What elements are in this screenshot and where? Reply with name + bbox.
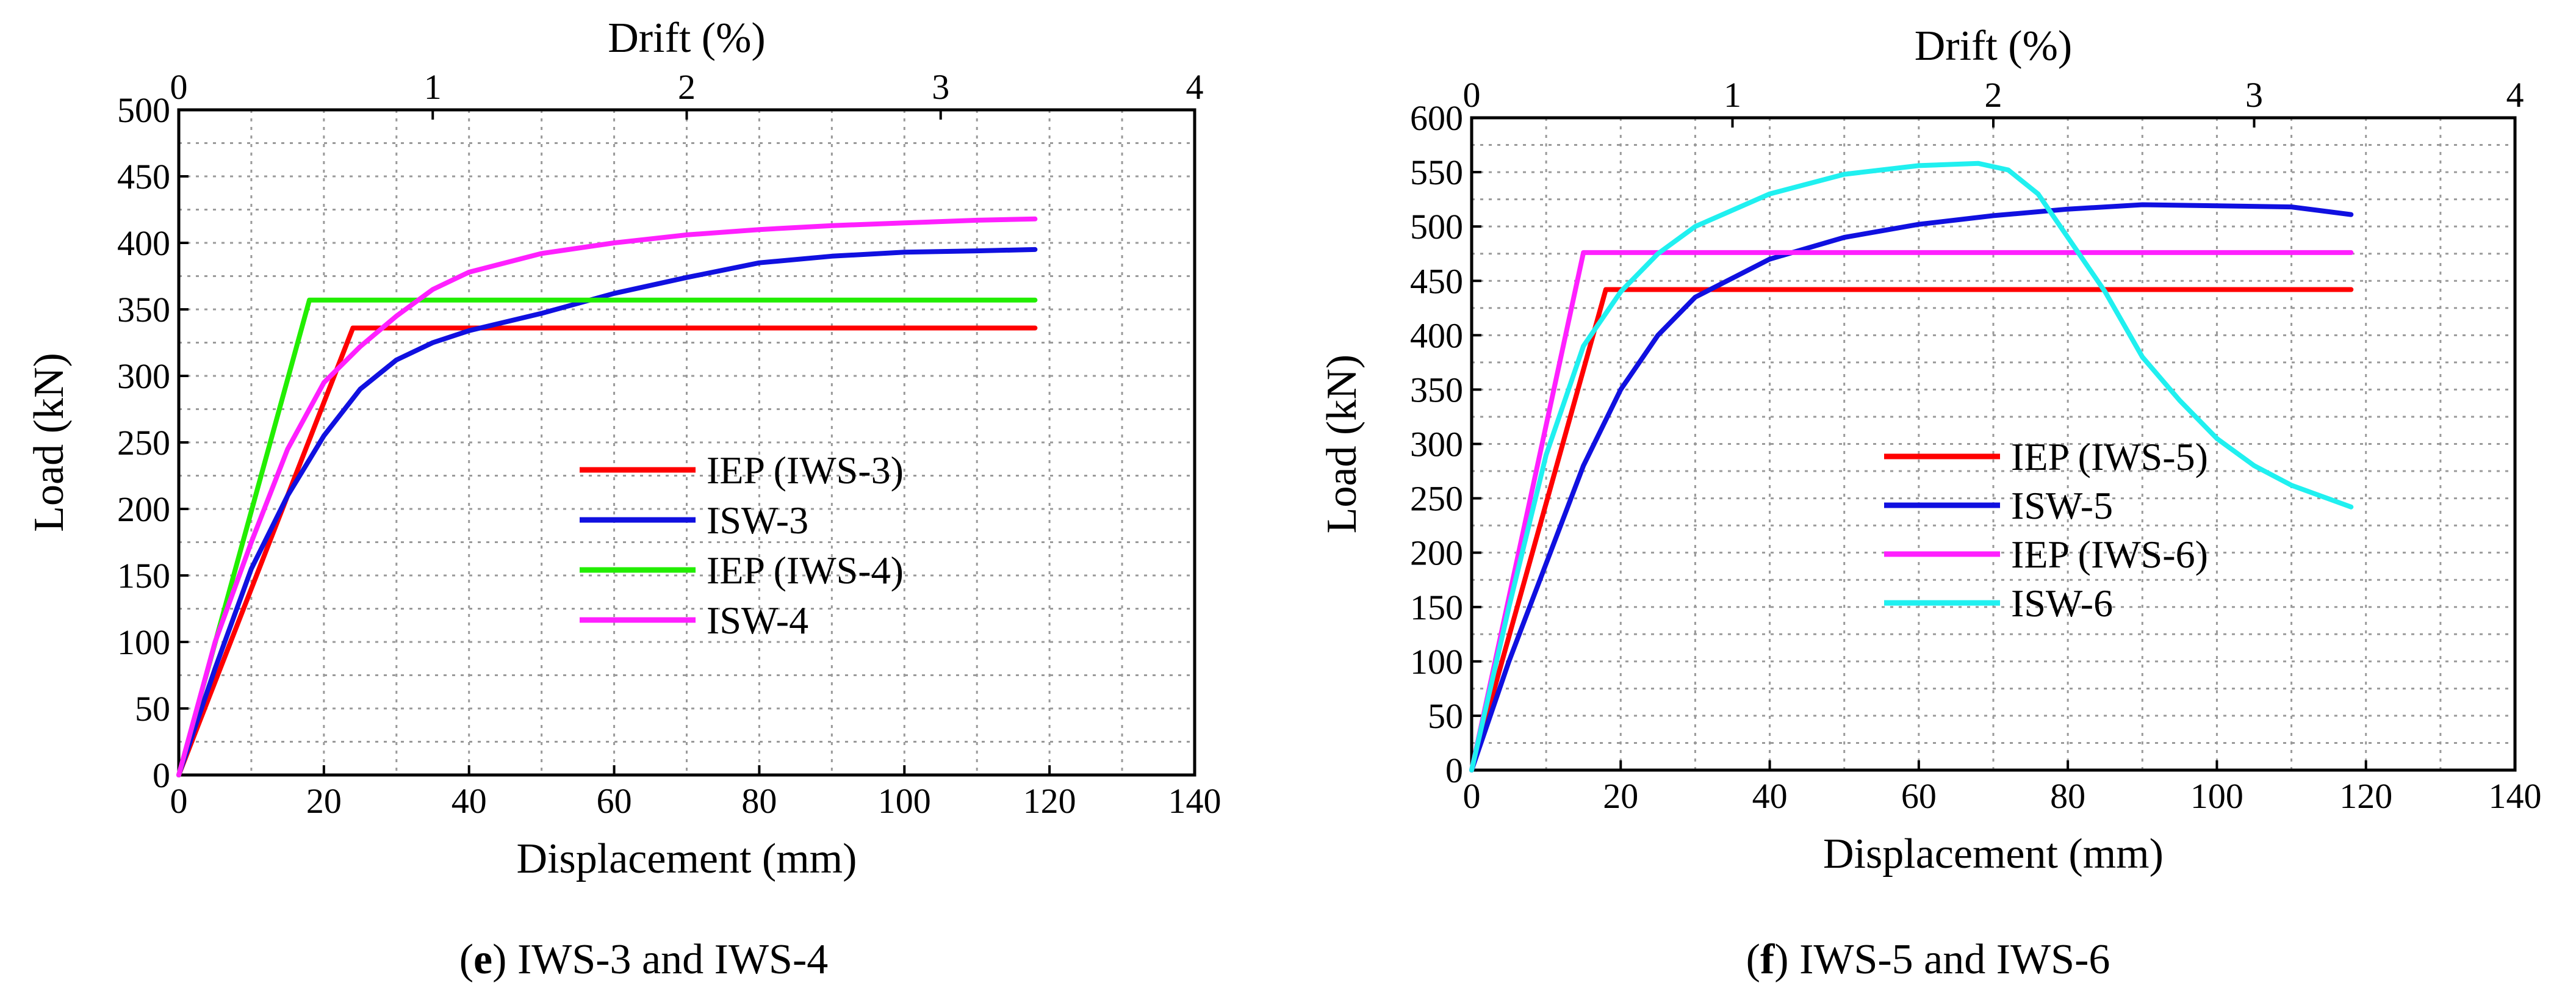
chart-f: 0 20 40 60 80 100 120 1400501001502002503003504… [1319,23,2542,983]
y-tick-label: 400 [1410,315,1463,355]
x-tick-label: 140 [2489,776,2542,816]
legend-entry: ISW-4 [707,599,808,642]
legend: IEP (IWS-5) ISW-5 IEP (IWS-6) ISW-6 [1884,435,2208,625]
x-tick-label: 120 [1023,781,1076,821]
figure-caption: (f) IWS-5 and IWS-6 [1746,936,2110,983]
y-tick-label: 200 [117,489,170,529]
legend-entry: ISW-3 [707,499,808,542]
caption-text: IWS-3 and IWS-4 [506,936,828,983]
x2-tick-label: 3 [932,67,949,107]
x-tick-label: 60 [1901,776,1937,816]
y-tick-label: 0 [153,755,170,795]
y-tick-label: 500 [117,90,170,130]
y-tick-label: 400 [117,223,170,263]
caption-paren: ( [1746,936,1760,983]
series-line [176,247,1038,777]
x-tick-label: 20 [1603,776,1638,816]
x-axis-bottom: 0 20 40 60 80 100 120 140 [1463,760,2542,816]
y-tick-label: 300 [117,356,170,396]
series-line [1469,202,2354,773]
y-tick-label: 450 [117,157,170,196]
legend-entry: IEP (IWS-3) [707,449,904,492]
x-tick-label: 0 [170,781,188,821]
x2-tick-label: 0 [170,67,188,107]
series-line [176,325,1038,777]
y-tick-label: 250 [1410,479,1463,519]
series-line [1469,160,2354,773]
caption-text: IWS-5 and IWS-6 [1789,936,2110,983]
y-tick-label: 600 [1410,98,1463,138]
series-group [176,216,1038,777]
x-tick-label: 40 [452,781,487,821]
series-line [1469,250,2354,773]
y-tick-label: 100 [117,622,170,662]
legend-entry: IEP (IWS-5) [2011,435,2208,478]
x-axis-title: Displacement (mm) [1823,831,2164,878]
x-tick-label: 40 [1752,776,1788,816]
caption-paren: ) [1774,936,1788,983]
x2-tick-label: 4 [1186,67,1204,107]
y-tick-label: 300 [1410,425,1463,464]
figure-caption: (e) IWS-3 and IWS-4 [459,936,829,983]
x-axis-title: Displacement (mm) [517,835,857,882]
x-axis-top: 0 1 2 3 4 [170,67,1204,120]
y-tick-label: 150 [1410,588,1463,627]
x2-tick-label: 2 [1985,75,2002,115]
legend-entry: IEP (IWS-4) [707,549,904,592]
series-line [176,216,1038,777]
y-tick-label: 550 [1410,153,1463,192]
caption-paren: ( [459,936,473,983]
y-axis-title: Load (kN) [26,353,73,532]
series-group [1469,160,2354,773]
x-tick-label: 80 [741,781,777,821]
y-tick-label: 350 [1410,370,1463,409]
legend-entry: IEP (IWS-6) [2011,533,2208,576]
series-line [176,297,1038,777]
x-axis-top: 0 1 2 3 4 [1463,75,2524,128]
x-tick-label: 100 [878,781,931,821]
x-tick-label: 140 [1168,781,1221,821]
legend: IEP (IWS-3) ISW-3 IEP (IWS-4) ISW-4 [580,449,904,642]
chart-e: 0 20 40 60 80 100 120 1400501001502002503003504… [26,15,1221,983]
x-tick-label: 80 [2050,776,2085,816]
x2-tick-label: 4 [2506,75,2524,115]
x-tick-label: 20 [306,781,342,821]
caption-letter: e [473,936,492,983]
caption-paren: ) [492,936,506,983]
y-tick-label: 500 [1410,207,1463,247]
y-tick-label: 50 [135,689,170,729]
x-axis-bottom: 0 20 40 60 80 100 120 140 [170,765,1221,821]
x2-axis-title: Drift (%) [1915,23,2073,70]
x-tick-label: 100 [2190,776,2243,816]
grid [1472,118,2515,770]
y-tick-label: 150 [117,556,170,596]
series-line [1469,287,2354,773]
x2-tick-label: 1 [424,67,442,107]
y-tick-label: 0 [1445,751,1463,790]
x-tick-label: 120 [2339,776,2392,816]
x2-axis-title: Drift (%) [608,15,766,62]
x2-tick-label: 3 [2245,75,2263,115]
x2-tick-label: 1 [1724,75,1741,115]
grid [179,110,1195,775]
caption-letter: f [1760,936,1775,983]
y-tick-label: 100 [1410,642,1463,682]
y-tick-label: 350 [117,290,170,330]
y-tick-label: 50 [1428,696,1463,736]
y-axis-title: Load (kN) [1319,355,1365,534]
y-tick-label: 200 [1410,533,1463,573]
x2-tick-label: 0 [1463,75,1481,115]
x-tick-label: 0 [1463,776,1481,816]
x2-tick-label: 2 [678,67,696,107]
y-tick-label: 450 [1410,261,1463,301]
y-axis: 0 50 100 150 200 250 300 350 400 450 500 [117,90,189,795]
legend-entry: ISW-5 [2011,484,2113,527]
legend-entry: ISW-6 [2011,582,2113,625]
y-axis: 0 50 100 150 200 250 300 350 400 450 500 550 600 [1410,98,1481,790]
y-tick-label: 250 [117,423,170,463]
x-tick-label: 60 [597,781,632,821]
